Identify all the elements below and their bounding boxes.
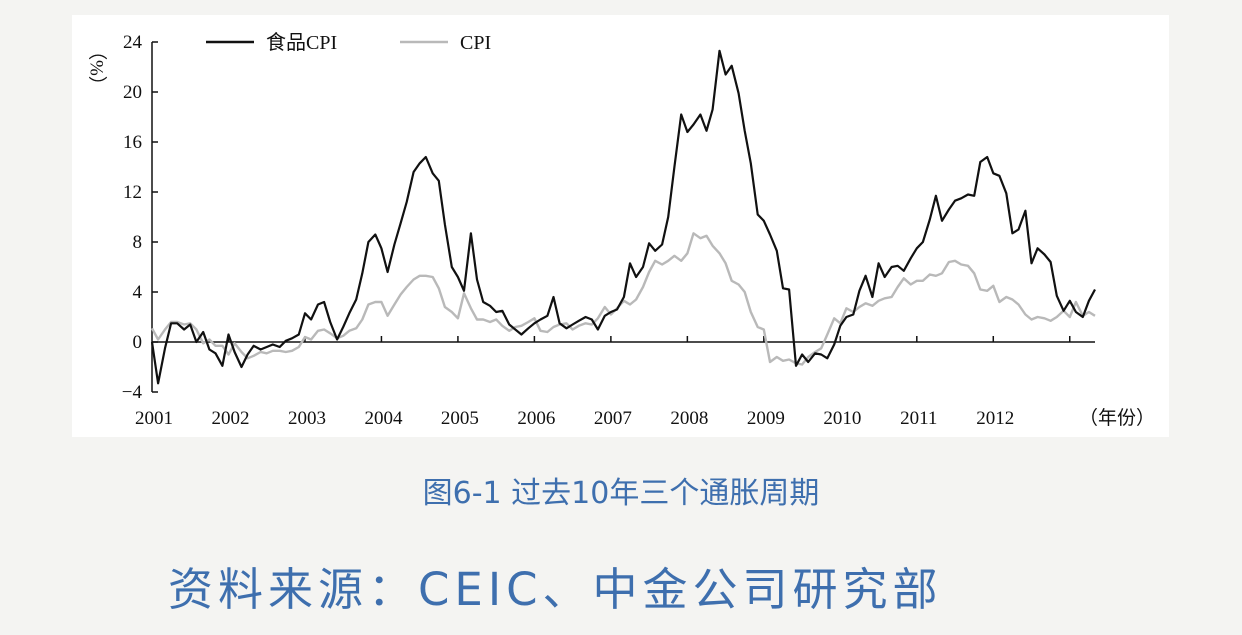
y-tick-label: 12 <box>123 182 142 203</box>
x-tick-label: 2011 <box>900 408 937 429</box>
x-tick-label: 2001 <box>135 408 173 429</box>
x-tick-label: 2009 <box>747 408 785 429</box>
series-lines <box>150 49 1096 385</box>
legend-label-food-cpi: 食品CPI <box>266 31 337 54</box>
figure-caption: 图6-1 过去10年三个通胀周期 <box>422 476 820 511</box>
source-note: 资料来源：CEIC、中金公司研究部 <box>168 563 943 616</box>
x-tick-label: 2010 <box>823 408 861 429</box>
y-axis-unit: （%） <box>86 41 108 95</box>
chart-panel: 24 20 16 12 8 4 0 −4 2001 2002 2003 2004 2005 2006 20… <box>72 15 1169 437</box>
y-tick-label: 4 <box>133 282 143 303</box>
y-tick-label: 24 <box>123 32 143 53</box>
x-tick-label: 2008 <box>670 408 708 429</box>
x-tick-label: 2004 <box>364 408 403 429</box>
y-ticks: 24 20 16 12 8 4 0 −4 <box>122 32 158 403</box>
y-tick-label: 0 <box>133 332 143 353</box>
x-tick-label: 2005 <box>441 408 479 429</box>
axes <box>151 42 1095 392</box>
x-tick-label: 2012 <box>976 408 1014 429</box>
y-tick-label: 20 <box>123 82 142 103</box>
legend-label-cpi: CPI <box>460 32 491 54</box>
y-tick-label: −4 <box>122 382 143 403</box>
x-axis-label: （年份） <box>1079 407 1155 429</box>
y-axis-label: （%） <box>86 41 108 95</box>
x-tick-label: 2006 <box>517 408 555 429</box>
legend: 食品CPI CPI <box>206 31 491 54</box>
x-tick-label: 2002 <box>211 408 249 429</box>
x-tick-label: 2003 <box>288 408 326 429</box>
y-tick-label: 16 <box>123 132 142 153</box>
series-line-food-cpi <box>150 49 1096 385</box>
y-tick-label: 8 <box>133 232 143 253</box>
line-chart: 24 20 16 12 8 4 0 −4 2001 2002 2003 2004 2005 2006 20… <box>86 31 1156 429</box>
series-line-cpi <box>150 232 1096 366</box>
x-tick-label: 2007 <box>594 408 632 429</box>
